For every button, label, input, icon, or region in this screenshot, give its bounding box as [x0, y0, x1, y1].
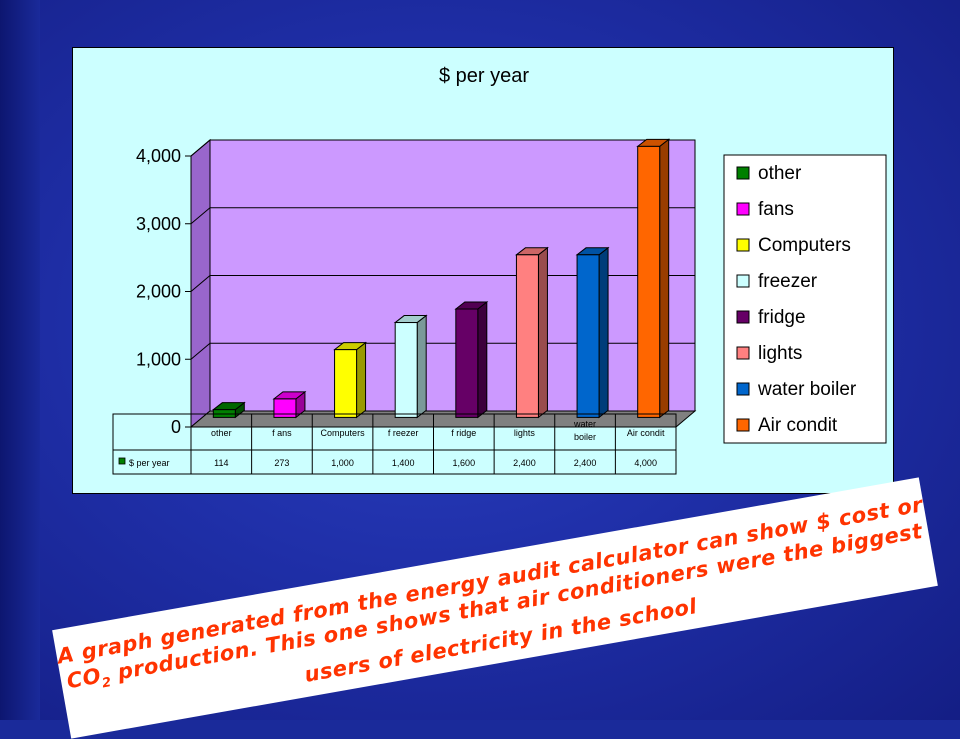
y-tick-label: 3,000: [136, 214, 181, 234]
legend-swatch: [736, 202, 750, 216]
y-tick-label: 2,000: [136, 282, 181, 302]
legend-label: fridge: [758, 307, 806, 328]
legend-label: water boiler: [757, 379, 857, 400]
table-category-label: water: [573, 419, 596, 429]
bar: [637, 145, 661, 418]
bar-side: [477, 300, 488, 419]
data-label: 1,600: [453, 458, 476, 468]
table-series-swatch: [118, 457, 126, 465]
table-category-label: Air condit: [627, 428, 665, 438]
bar-side: [416, 314, 427, 419]
data-label: 4,000: [634, 458, 657, 468]
legend-label: lights: [758, 343, 802, 364]
chart-floor: [189, 410, 697, 428]
caption-text: A graph generated from the energy audit …: [52, 477, 938, 739]
bar: [394, 322, 418, 418]
bar-side: [659, 138, 670, 419]
bar: [455, 308, 479, 418]
table-category-label: boiler: [574, 432, 596, 442]
bar: [576, 254, 600, 418]
bar: [273, 398, 297, 418]
gridline-side: [190, 275, 211, 292]
legend-label: fans: [758, 199, 794, 220]
bar-chart: $ per year 0 1,000 2,000 3,000 4,000 other 114 f…: [112, 65, 887, 475]
table-series-label: $ per year: [129, 458, 170, 468]
legend-swatch: [736, 310, 750, 324]
legend-label: freezer: [758, 271, 818, 292]
legend-swatch: [736, 418, 750, 432]
legend-label: other: [758, 163, 802, 184]
data-table: [112, 413, 677, 475]
y-tick-label: 4,000: [136, 146, 181, 166]
gridline-side: [190, 342, 211, 360]
legend: [723, 154, 887, 444]
y-tick-label: 1,000: [136, 349, 181, 369]
data-label: 114: [214, 458, 228, 468]
legend-label: Computers: [758, 235, 851, 256]
data-label: 1,000: [331, 458, 354, 468]
bar-side: [537, 246, 548, 419]
data-label: 2,400: [574, 458, 597, 468]
chart-title: $ per year: [439, 65, 529, 87]
table-category-label: other: [211, 428, 232, 438]
gridline-side: [190, 207, 211, 225]
table-category-label: f ans: [272, 428, 292, 438]
table-category-label: f reezer: [388, 428, 419, 438]
legend-swatch: [736, 382, 750, 396]
caption-banner: A graph generated from the energy audit …: [35, 458, 945, 739]
table-category-label: Computers: [321, 428, 366, 438]
legend-swatch: [736, 274, 750, 288]
slide-left-band: [0, 0, 40, 720]
y-tick-label: 0: [171, 417, 181, 437]
data-label: 1,400: [392, 458, 415, 468]
table-category-label: lights: [514, 428, 536, 438]
bar-side: [598, 246, 609, 419]
bar: [515, 254, 539, 418]
caption-part2: production. This one shows that air cond…: [108, 518, 925, 688]
bar: [334, 349, 358, 418]
legend-swatch: [736, 346, 750, 360]
legend-swatch: [736, 238, 750, 252]
gridline-side: [190, 139, 211, 157]
bar-side: [356, 341, 367, 419]
data-label: 273: [274, 458, 289, 468]
legend-swatch: [736, 166, 750, 180]
data-label: 2,400: [513, 458, 536, 468]
table-category-label: f ridge: [451, 428, 476, 438]
legend-label: Air condit: [758, 415, 838, 436]
chart-panel: $ per year 0 1,000 2,000 3,000 4,000 other 114 f…: [72, 47, 894, 494]
